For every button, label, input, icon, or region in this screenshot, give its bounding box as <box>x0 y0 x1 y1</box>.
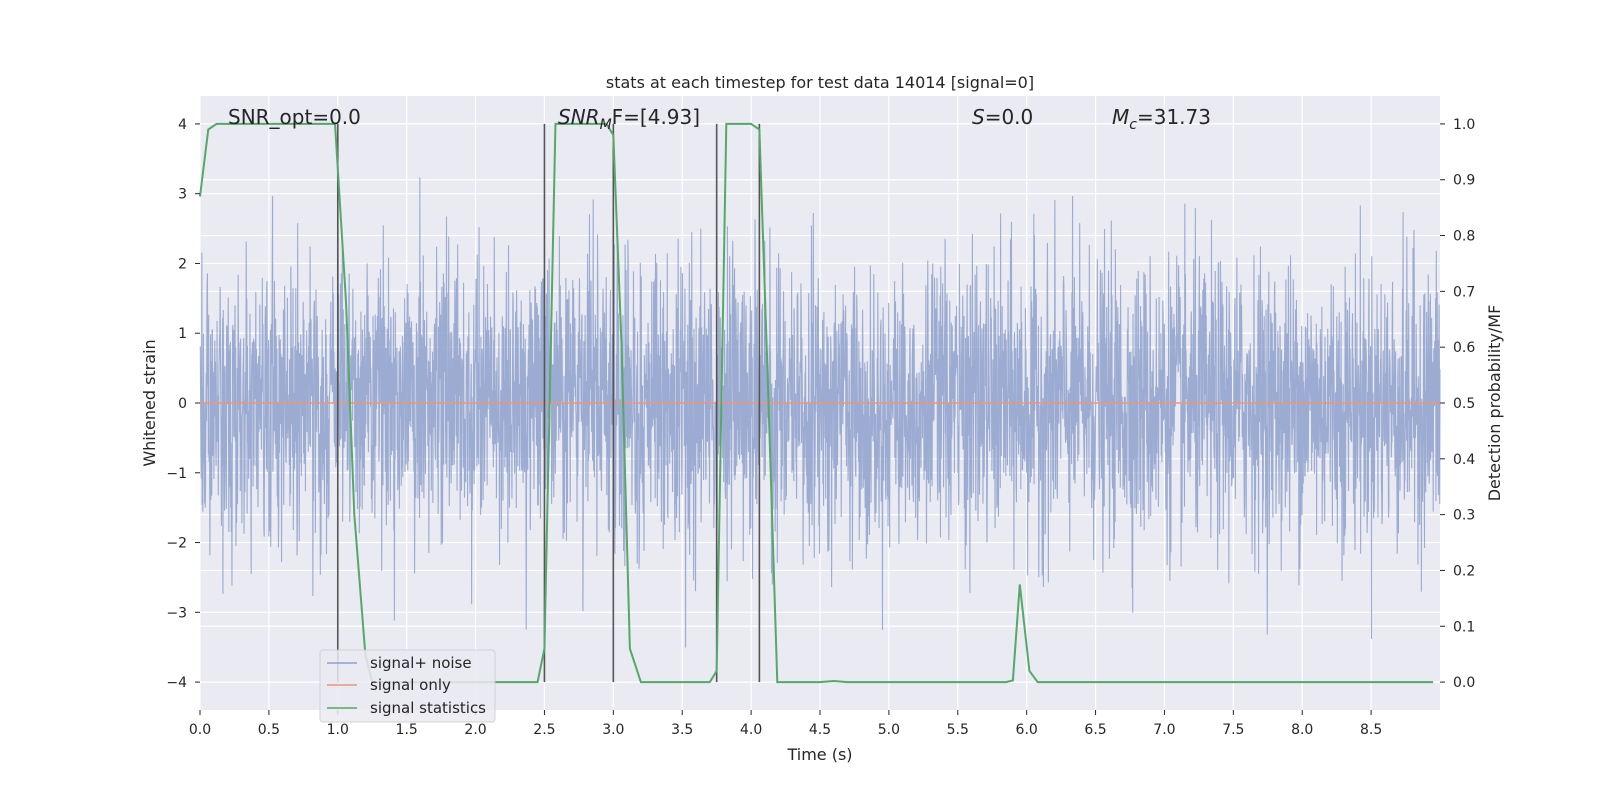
x-tick-label: 7.5 <box>1222 722 1244 738</box>
legend-box <box>319 649 496 723</box>
x-tick-label: 8.5 <box>1360 722 1382 738</box>
x-tick-label: 6.0 <box>1016 722 1038 738</box>
x-tick-label: 0.5 <box>258 722 280 738</box>
x-tick-label: 6.5 <box>1084 722 1106 738</box>
legend-label-signal-statistics: signal statistics <box>370 699 486 717</box>
y-right-tick-label: 0.8 <box>1453 229 1475 245</box>
y-right-tick-label: 0.4 <box>1453 452 1475 468</box>
x-tick-label: 5.0 <box>878 722 900 738</box>
x-axis-label: Time (s) <box>786 745 852 764</box>
annotation-s: S=0.0 <box>972 105 1033 129</box>
x-tick-label: 3.5 <box>671 722 693 738</box>
y-right-axis-label: Detection probability/MF <box>1485 305 1504 502</box>
y-left-tick-label: 1 <box>178 326 187 342</box>
annotation-snr-opt: SNR_opt=0.0 <box>228 105 361 129</box>
y-left-tick-label: −2 <box>166 536 187 552</box>
x-tick-label: 5.5 <box>947 722 969 738</box>
annotation-mc: Mc=31.73 <box>1112 105 1211 133</box>
x-tick-label: 2.5 <box>533 722 555 738</box>
legend-label-signal-only: signal only <box>370 676 451 694</box>
x-tick-label: 3.0 <box>602 722 624 738</box>
y-right-tick-label: 0.6 <box>1453 340 1475 356</box>
y-right-tick-label: 1.0 <box>1453 117 1475 133</box>
y-left-tick-label: 4 <box>178 117 187 133</box>
legend: signal+ noise signal only signal statist… <box>319 649 496 723</box>
y-right-axis-ticks: 1.0 0.9 0.8 0.7 0.6 0.5 0.4 0.3 0.2 0.1 0.0 <box>1440 117 1475 691</box>
y-right-tick-label: 0.2 <box>1453 563 1475 579</box>
y-right-tick-label: 0.1 <box>1453 619 1475 635</box>
signal-plus-noise-line <box>199 177 1441 648</box>
y-left-tick-label: 0 <box>178 396 187 412</box>
y-right-tick-label: 0.7 <box>1453 284 1475 300</box>
x-tick-label: 8.0 <box>1291 722 1313 738</box>
y-left-axis-ticks: 4 3 2 1 0 −1 −2 −3 −4 <box>166 117 200 691</box>
series-signal-statistics <box>199 122 1434 684</box>
series-signal-plus-noise <box>199 177 1441 648</box>
x-tick-label: 4.0 <box>740 722 762 738</box>
y-right-tick-label: 0.9 <box>1453 173 1475 189</box>
x-tick-label: 4.5 <box>809 722 831 738</box>
x-tick-label: 0.0 <box>189 722 211 738</box>
chart-title: stats at each timestep for test data 140… <box>606 73 1034 92</box>
y-left-tick-label: −3 <box>166 605 187 621</box>
x-axis-ticks: 0.0 0.5 1.0 1.5 2.0 2.5 3.0 3.5 4.0 4.5 5.0 5.5 6.0 6… <box>189 710 1382 738</box>
x-tick-label: 1.5 <box>396 722 418 738</box>
annotation-snr-mf: SNRMF=[4.93] <box>558 105 700 133</box>
y-left-tick-label: 3 <box>178 187 187 203</box>
x-tick-label: 7.0 <box>1153 722 1175 738</box>
event-lines <box>336 123 761 683</box>
signal-statistics-line <box>199 122 1434 684</box>
x-tick-label: 1.0 <box>327 722 349 738</box>
y-left-tick-label: −4 <box>166 675 187 691</box>
y-right-tick-label: 0.3 <box>1453 508 1475 524</box>
x-tick-label: 2.0 <box>464 722 486 738</box>
y-left-axis-label: Whitened strain <box>140 339 159 466</box>
y-right-tick-label: 0.0 <box>1453 675 1475 691</box>
legend-label-signal-plus-noise: signal+ noise <box>370 654 472 672</box>
y-left-tick-label: 2 <box>178 256 187 272</box>
y-right-tick-label: 0.5 <box>1453 396 1475 412</box>
y-left-tick-label: −1 <box>166 466 187 482</box>
